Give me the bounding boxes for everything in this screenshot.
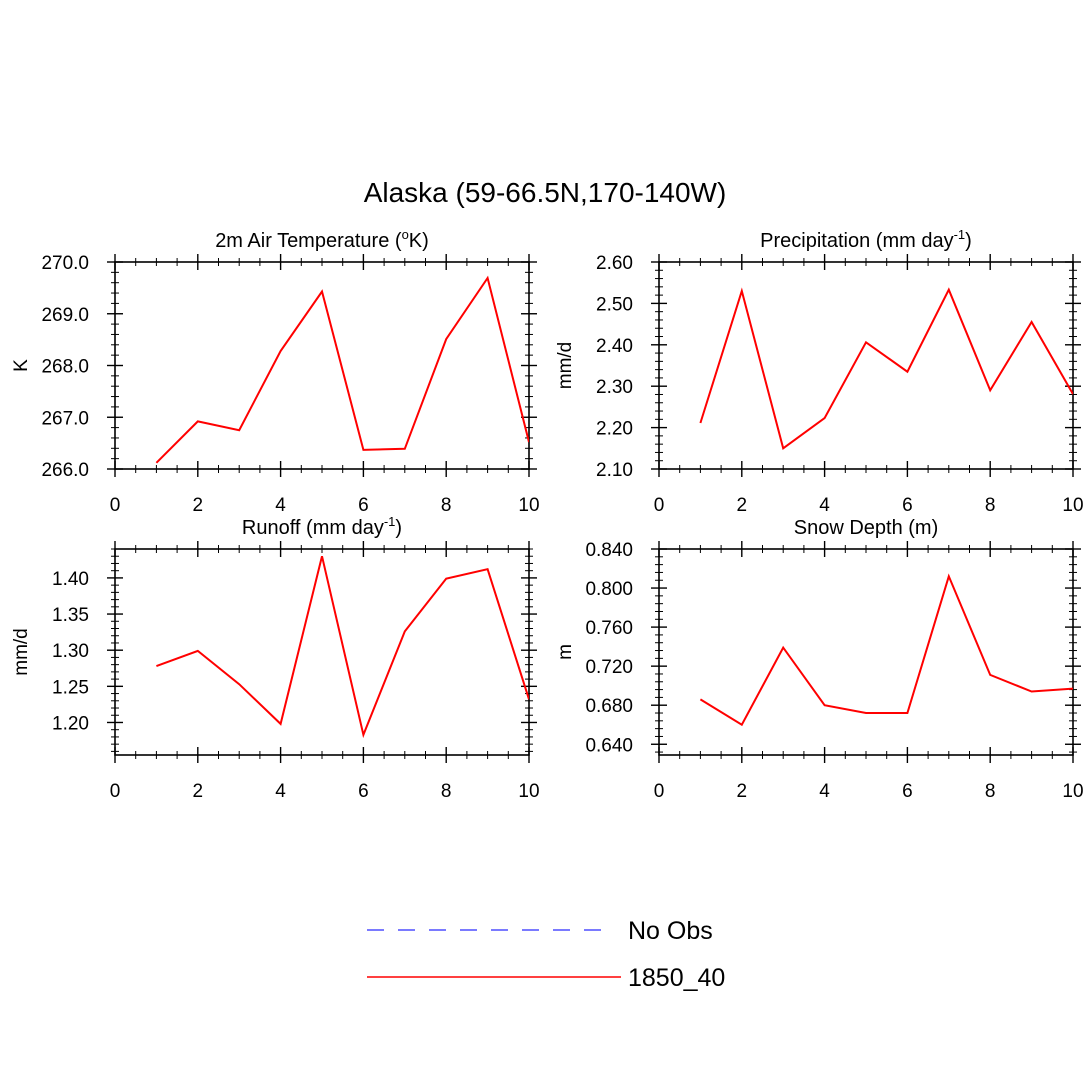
x-tick-label: 6 — [902, 495, 913, 516]
x-tick-label: 8 — [985, 495, 996, 516]
x-tick-label: 10 — [518, 781, 539, 802]
panel-title: Runoff (mm day-1) — [242, 514, 402, 539]
legend-entry-1: No Obs — [367, 917, 713, 945]
panel-title-main: Precipitation (mm day — [760, 230, 953, 252]
series-1 — [155, 275, 530, 464]
y-tick-label: 0.640 — [585, 735, 633, 756]
y-tick-label: 1.25 — [52, 677, 89, 698]
y-tick-label: 2.50 — [596, 294, 633, 315]
figure-title: Alaska (59-66.5N,170-140W) — [364, 177, 727, 208]
series-1 — [699, 573, 1074, 727]
series-line — [699, 573, 1073, 727]
x-tick-label: 2 — [193, 781, 204, 802]
y-axis-label: m — [555, 644, 576, 660]
panel-title-main: Snow Depth (m) — [794, 517, 939, 539]
panel-title-main: Runoff (mm day — [242, 517, 384, 539]
y-tick-label: 0.840 — [585, 540, 633, 561]
y-tick-label: 266.0 — [41, 460, 89, 481]
chart-panel-4: 0 2 4 6 8 10 0.640 0.680 0.720 0.760 0.800 0.840 Sno… — [555, 517, 1084, 802]
panel-title-superscript: -1 — [954, 227, 966, 242]
legend-label: 1850_40 — [628, 964, 725, 992]
series-1 — [699, 287, 1074, 450]
panel-title-main: 2m Air Temperature ( — [215, 230, 402, 252]
chart-panel-1: 0 2 4 6 8 10 266.0 267.0 268.0 269.0 270.0 2m Air T… — [11, 227, 540, 516]
series-line — [156, 555, 529, 739]
y-axis-label: mm/d — [11, 628, 32, 676]
x-tick-label: 4 — [819, 495, 830, 516]
x-tick-label: 6 — [902, 781, 913, 802]
series-line — [699, 287, 1073, 450]
x-tick-label: 0 — [654, 495, 665, 516]
x-tick-label: 8 — [441, 495, 452, 516]
x-tick-label: 8 — [441, 781, 452, 802]
panel-title-superscript: -1 — [384, 514, 396, 529]
x-tick-label: 0 — [654, 781, 665, 802]
plot-frame — [658, 548, 1074, 756]
panel-title: Snow Depth (m) — [794, 517, 939, 539]
legend-entry-2: 1850_40 — [367, 964, 725, 992]
x-tick-label: 2 — [737, 495, 748, 516]
y-tick-label: 2.30 — [596, 377, 633, 398]
panel-title: Precipitation (mm day-1) — [760, 227, 972, 252]
y-tick-label: 0.720 — [585, 657, 633, 678]
y-axis-label: K — [11, 359, 32, 372]
y-tick-label: 1.40 — [52, 569, 89, 590]
y-tick-label: 270.0 — [41, 253, 89, 274]
series-1 — [156, 555, 530, 739]
x-tick-label: 10 — [1062, 495, 1083, 516]
x-tick-label: 8 — [985, 781, 996, 802]
y-tick-label: 0.760 — [585, 618, 633, 639]
panel-title-tail: K) — [409, 230, 429, 252]
y-tick-label: 2.10 — [596, 460, 633, 481]
series-line — [155, 275, 529, 464]
y-tick-label: 267.0 — [41, 408, 89, 429]
y-tick-label: 1.20 — [52, 713, 89, 734]
x-tick-label: 0 — [110, 495, 121, 516]
chart-panel-2: 0 2 4 6 8 10 2.10 2.20 2.30 2.40 2.50 2.60 Precipita… — [555, 227, 1084, 516]
legend: No Obs 1850_40 — [367, 917, 725, 992]
panel-title-tail: ) — [395, 517, 402, 539]
y-axis-label: mm/d — [555, 342, 576, 390]
panel-title-superscript: o — [402, 227, 409, 242]
plot-frame — [658, 261, 1074, 470]
x-tick-label: 4 — [275, 495, 286, 516]
x-tick-label: 4 — [275, 781, 286, 802]
x-tick-label: 6 — [358, 495, 369, 516]
y-tick-label: 2.40 — [596, 336, 633, 357]
y-tick-label: 0.800 — [585, 579, 633, 600]
x-tick-label: 6 — [358, 781, 369, 802]
panel-title: 2m Air Temperature (oK) — [215, 227, 429, 252]
x-tick-label: 4 — [819, 781, 830, 802]
legend-label: No Obs — [628, 917, 713, 945]
y-tick-label: 268.0 — [41, 357, 89, 378]
y-tick-label: 1.35 — [52, 605, 89, 626]
y-tick-label: 269.0 — [41, 305, 89, 326]
y-tick-label: 0.680 — [585, 696, 633, 717]
chart-panel-3: 0 2 4 6 8 10 1.20 1.25 1.30 1.35 1.40 Runoff (mm da… — [11, 514, 540, 802]
panel-title-tail: ) — [965, 230, 972, 252]
panels-group: 0 2 4 6 8 10 266.0 267.0 268.0 269.0 270.0 2m Air T… — [11, 227, 1084, 802]
y-tick-label: 2.60 — [596, 253, 633, 274]
x-tick-label: 10 — [518, 495, 539, 516]
y-tick-label: 2.20 — [596, 419, 633, 440]
x-tick-label: 0 — [110, 781, 121, 802]
plot-frame — [114, 548, 530, 756]
x-tick-label: 10 — [1062, 781, 1083, 802]
y-tick-label: 1.30 — [52, 641, 89, 662]
x-tick-label: 2 — [193, 495, 204, 516]
x-tick-label: 2 — [737, 781, 748, 802]
